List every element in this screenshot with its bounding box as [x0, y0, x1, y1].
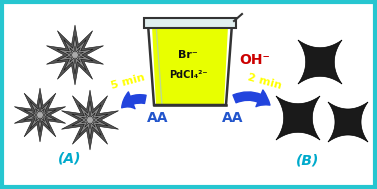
Polygon shape [81, 111, 98, 129]
Text: (A): (A) [58, 151, 82, 165]
Text: Br⁻: Br⁻ [178, 50, 198, 60]
Polygon shape [57, 36, 93, 74]
Text: 2 min: 2 min [247, 73, 283, 91]
Text: (B): (B) [296, 153, 320, 167]
Polygon shape [32, 107, 48, 123]
FancyArrowPatch shape [122, 92, 146, 109]
FancyArrowPatch shape [233, 90, 270, 107]
Polygon shape [72, 101, 108, 139]
Polygon shape [328, 102, 368, 142]
Text: AA: AA [222, 111, 244, 125]
Text: PdCl₄²⁻: PdCl₄²⁻ [169, 70, 207, 80]
Text: AA: AA [147, 111, 169, 125]
Polygon shape [61, 90, 118, 150]
Polygon shape [24, 98, 56, 132]
Polygon shape [144, 18, 236, 28]
Text: OH⁻: OH⁻ [239, 53, 270, 67]
Polygon shape [276, 96, 320, 140]
Polygon shape [152, 26, 228, 105]
Polygon shape [14, 88, 66, 142]
Polygon shape [298, 40, 342, 84]
Polygon shape [66, 46, 84, 64]
Text: 5 min: 5 min [110, 73, 146, 91]
Polygon shape [46, 25, 104, 85]
